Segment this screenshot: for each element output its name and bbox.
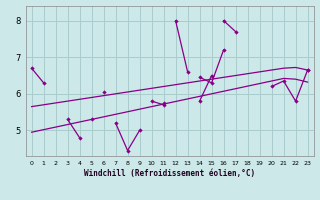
X-axis label: Windchill (Refroidissement éolien,°C): Windchill (Refroidissement éolien,°C): [84, 169, 255, 178]
